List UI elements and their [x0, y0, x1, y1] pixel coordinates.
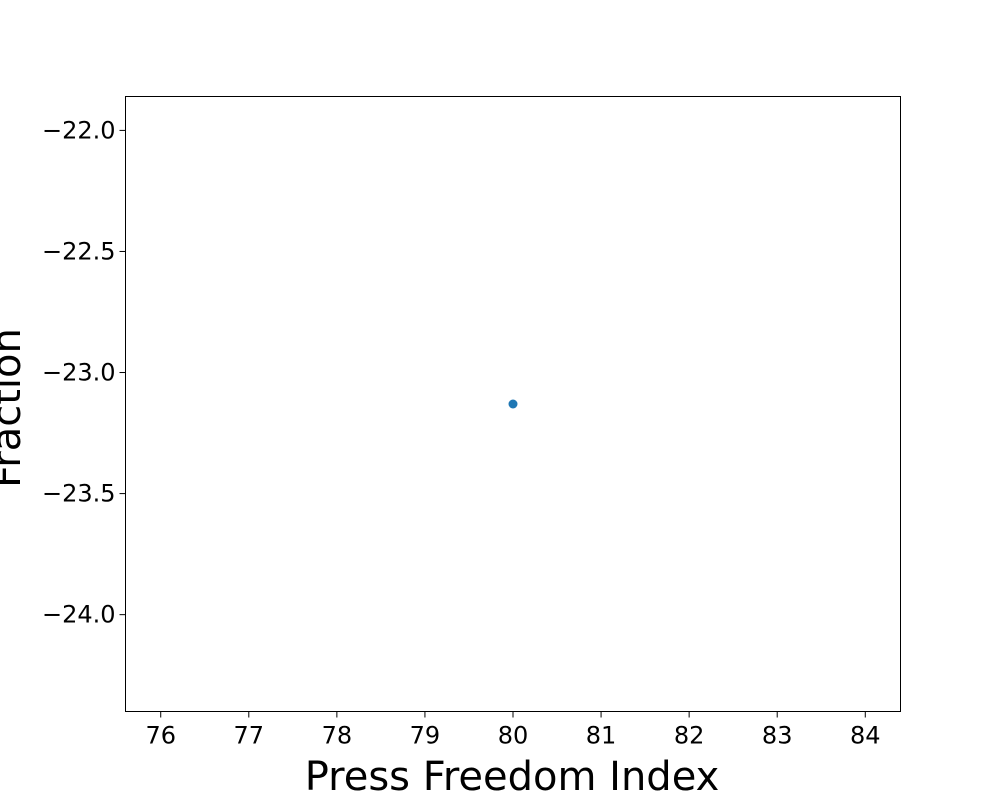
x-tick-label: 79: [410, 722, 441, 750]
y-tick-label: −22.0: [42, 116, 116, 144]
y-tick-label: −23.0: [42, 359, 116, 387]
x-tick-label: 81: [586, 722, 617, 750]
x-tick-label: 82: [674, 722, 705, 750]
data-points: [508, 399, 518, 409]
x-tick-label: 84: [850, 722, 881, 750]
x-axis-ticks: 76 77 78 79 80 81 82 83 84: [145, 711, 881, 750]
y-axis-title: Fraction: [0, 328, 30, 488]
x-tick-label: 83: [762, 722, 793, 750]
x-tick-label: 77: [234, 722, 265, 750]
x-tick-label: 76: [145, 722, 176, 750]
scatter-point: [508, 399, 518, 409]
x-tick-label: 78: [322, 722, 353, 750]
y-axis-ticks: −24.0 −23.5 −23.0 −22.5 −22.0: [42, 116, 126, 629]
x-axis-title: Press Freedom Index: [305, 754, 720, 800]
x-tick-label: 80: [498, 722, 529, 750]
y-tick-label: −24.0: [42, 601, 116, 629]
y-tick-label: −23.5: [42, 480, 116, 508]
y-tick-label: −22.5: [42, 237, 116, 265]
